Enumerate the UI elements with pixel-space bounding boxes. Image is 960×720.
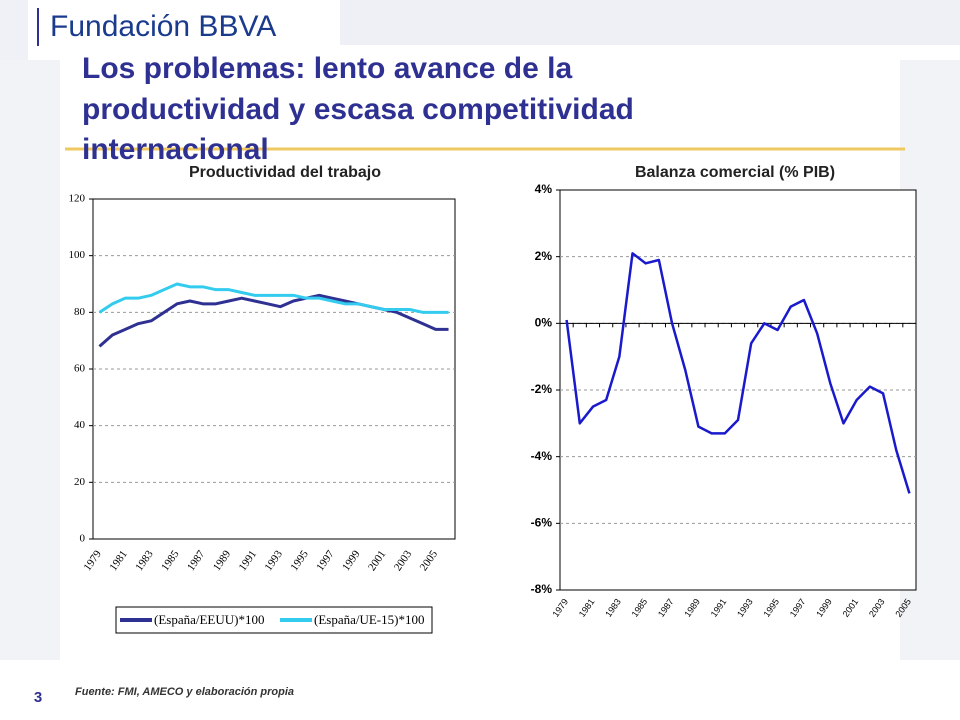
x-tick-label: 1999	[814, 597, 834, 619]
y-tick-label: 0%	[535, 316, 553, 330]
legend-label: (España/EEUU)*100	[154, 612, 264, 627]
logo: Fundación BBVA	[50, 10, 276, 43]
x-tick-label: 1979	[82, 548, 105, 573]
x-tick-label: 1993	[263, 548, 286, 573]
chart-title: Balanza comercial (% PIB)	[635, 164, 835, 181]
x-tick-label: 1983	[133, 548, 156, 573]
y-tick-label: 80	[74, 306, 86, 318]
x-tick-label: 1995	[761, 597, 781, 619]
slide-title: Los problemas: lento avance de la	[82, 52, 572, 85]
x-tick-label: 1985	[630, 597, 650, 619]
x-tick-label: 2003	[392, 548, 415, 573]
x-tick-label: 1979	[550, 597, 570, 619]
y-tick-label: 20	[74, 476, 86, 488]
x-tick-label: 1989	[211, 548, 234, 573]
y-tick-label: -2%	[531, 382, 553, 396]
x-tick-label: 1989	[682, 597, 702, 619]
x-tick-label: 2001	[841, 597, 861, 619]
series-line	[565, 252, 911, 494]
x-tick-label: 2005	[418, 548, 441, 573]
x-tick-label: 1981	[577, 597, 597, 619]
y-tick-label: 0	[80, 533, 86, 545]
y-tick-label: -6%	[531, 516, 553, 530]
source: Fuente: FMI, AMECO y elaboración propia	[75, 686, 294, 698]
page-number: 3	[34, 689, 42, 706]
x-tick-label: 1991	[709, 597, 729, 619]
x-tick-label: 2001	[366, 548, 388, 573]
x-tick-label: 1987	[656, 597, 676, 619]
y-tick-label: 120	[69, 193, 86, 205]
x-tick-label: 1983	[603, 597, 623, 619]
x-tick-label: 2003	[867, 597, 887, 619]
x-tick-label: 1995	[288, 548, 311, 573]
x-tick-label: 1981	[107, 548, 129, 573]
chart-title: Productividad del trabajo	[189, 164, 381, 181]
y-tick-label: -4%	[531, 449, 553, 463]
y-tick-label: 100	[69, 249, 86, 261]
x-tick-label: 1991	[237, 548, 259, 573]
background-pattern	[0, 0, 960, 660]
legend-label: (España/UE-15)*100	[314, 612, 424, 627]
y-tick-label: 60	[74, 363, 86, 375]
y-tick-label: 40	[74, 419, 86, 431]
x-tick-label: 1997	[788, 597, 808, 619]
slide-title: productividad y escasa competitividad	[82, 93, 634, 126]
y-tick-label: 2%	[535, 249, 553, 263]
legend-box	[115, 606, 433, 634]
x-tick-label: 1987	[185, 548, 208, 573]
slide-title: internacional	[82, 133, 269, 166]
x-tick-label: 1997	[314, 548, 337, 573]
y-tick-label: -8%	[531, 582, 553, 596]
y-tick-label: 4%	[535, 182, 553, 196]
x-tick-label: 1999	[340, 548, 363, 573]
series-line	[98, 282, 449, 314]
x-tick-label: 1993	[735, 597, 755, 619]
x-tick-label: 1985	[159, 548, 182, 573]
